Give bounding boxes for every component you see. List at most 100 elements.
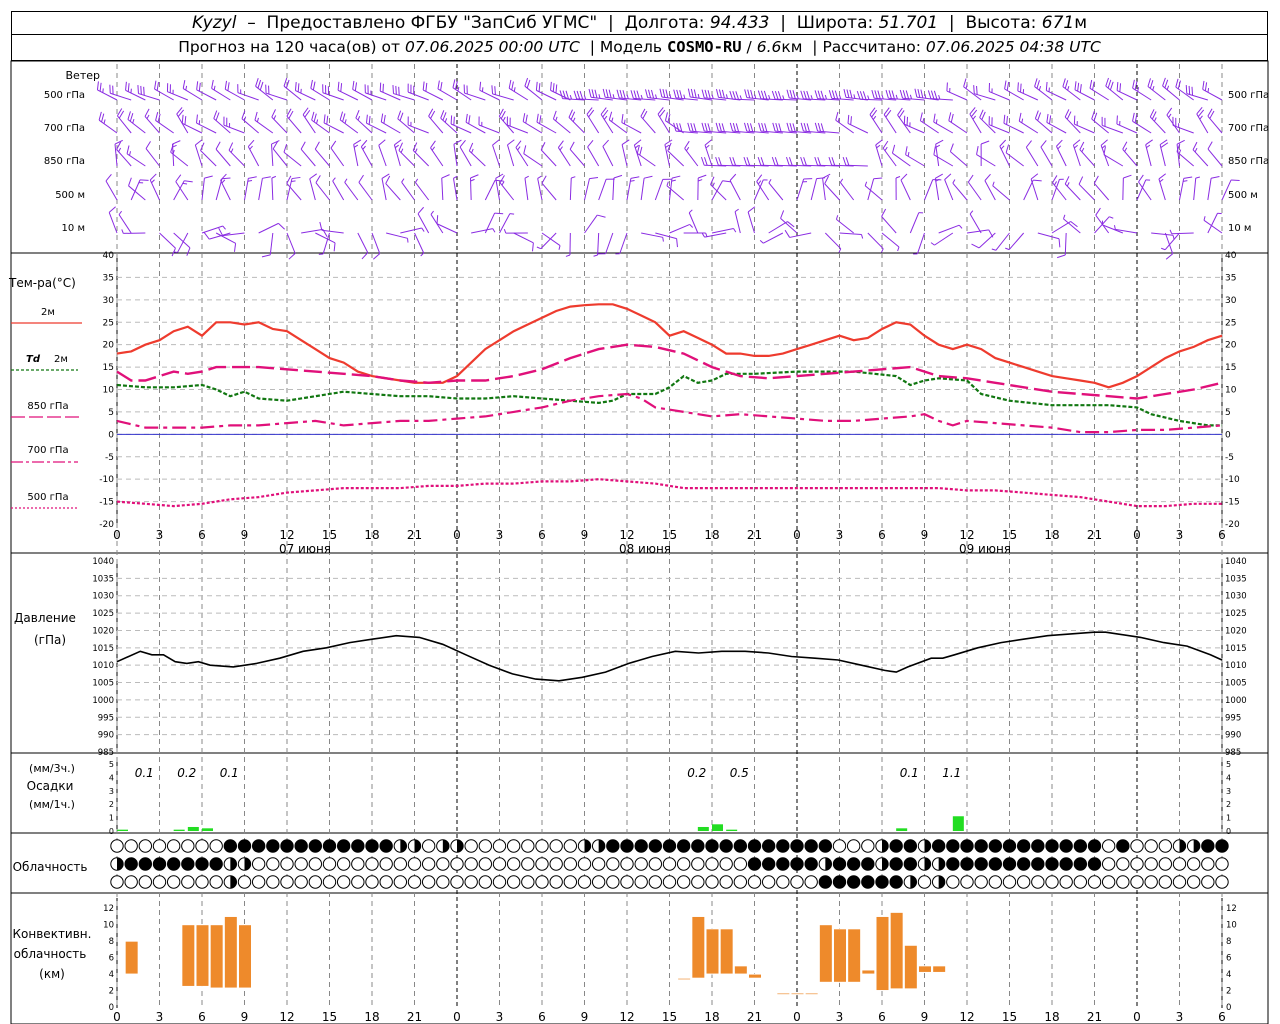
wind-barb-feather [562,90,567,99]
wind-barb-staff [378,145,387,167]
cloud-cover-symbol [181,857,195,871]
wind-barb [573,90,599,101]
cloud-circle [662,857,677,871]
wind-barb-staff [933,121,954,134]
wind-barb-staff [647,97,670,101]
wind-barb-feather [362,145,366,150]
wind-barb [224,80,245,101]
wind-barb-staff [1046,90,1067,101]
wind-barb-feather [803,157,807,166]
cloud-cover-symbol [577,875,592,889]
wind-barb-staff [675,97,698,101]
wind-barb-feather [1074,81,1077,90]
wind-barb-feather [768,179,772,184]
precip-tick-label: 1 [109,814,114,823]
cloud-fill [379,839,393,853]
wind-barb-feather [1058,238,1061,248]
wind-barb-feather [772,122,776,132]
wind-barb [173,232,189,253]
wind-barb [1030,173,1039,201]
convective-bar [833,928,847,983]
wind-barb [365,114,387,134]
cloud-cover-symbol [209,839,223,853]
wind-barb [771,156,798,167]
wind-barb-feather [105,174,112,182]
wind-barb-staff [1202,88,1223,101]
wind-barb [771,90,798,101]
wind-barb-staff [130,179,141,201]
temp-tick-label: 20 [103,341,115,351]
wind-barb-feather [698,174,707,179]
wind-barb-staff [315,232,336,244]
wind-barb-staff [1079,149,1095,167]
wind-barb-feather [233,243,237,252]
wind-barb-staff [295,90,316,101]
cloud-circle [450,857,464,871]
wind-barb-feather [873,177,883,180]
wind-barb [228,142,245,167]
wind-barb-staff [584,214,598,234]
wind-barb-staff [562,98,585,101]
wind-barb-feather [979,109,984,118]
cloud-fill [195,857,209,871]
wind-barb-feather [500,110,506,119]
wind-barb-feather [756,174,763,182]
wind-barb [378,139,387,167]
cloud-cover-symbol [875,857,889,871]
wind-barb-staff [1207,148,1223,167]
pressure-line [116,631,1223,682]
cloud-cover-symbol [351,875,365,889]
wind-barb [971,232,996,249]
wind-barb-staff [366,122,387,134]
wind-barb-feather [616,89,620,99]
wind-barb-feather [453,139,462,145]
wind-barb-staff [881,232,900,248]
cloud-fill [748,857,761,871]
wind-barb-feather [602,88,606,98]
convective-bar [889,911,904,990]
cloud-fill [946,857,960,871]
cloud-circle [266,857,280,871]
wind-barb-staff [557,147,571,167]
wind-barb [948,112,968,134]
wind-barb-staff [732,98,755,101]
conv-label-c: (км) [39,967,65,981]
cloud-cover-symbol [195,857,209,871]
wind-barb-staff [1147,86,1166,101]
cloud-circle [1144,857,1158,871]
cloud-fill [719,839,733,853]
wind-barb-staff [590,96,613,101]
wind-barb-feather [524,175,529,179]
wind-barb-feather [721,89,725,99]
wind-barb-staff [934,232,954,246]
wind-barb [684,140,699,167]
cloud-circle [591,857,606,871]
wind-barb-staff [883,114,897,134]
wind-barb-feather [1100,139,1108,146]
legend-700-label: 700 гПа [27,445,68,456]
conv-tick-label: 12 [1226,904,1237,914]
wind-barb [315,232,336,252]
wind-barb-staff [1062,86,1081,101]
cloud-cover-symbol [931,875,946,889]
pressure-tick-label: 1020 [1225,626,1247,636]
wind-barb [864,181,883,201]
cloud-fill [124,857,138,871]
wind-barb-feather [899,89,904,99]
wind-level-label: 500 гПа [44,90,85,101]
wind-barb-staff [704,232,727,238]
wind-barb-feather [285,79,290,89]
cloud-cover-symbol [832,875,847,889]
wind-barb [255,78,274,101]
wind-barb-feather [746,122,751,132]
wind-barb-feather [881,208,887,217]
cloud-cover-symbol [846,839,861,853]
cloud-cover-symbol [209,857,223,871]
wind-barb [1207,175,1220,201]
cloud-fill [819,839,832,853]
pressure-tick-label: 1000 [92,696,114,706]
wind-barb-feather [1188,85,1191,95]
wind-barb-feather [126,145,130,154]
cloud-circle [606,875,620,889]
temp-tick-label: 35 [103,273,114,283]
